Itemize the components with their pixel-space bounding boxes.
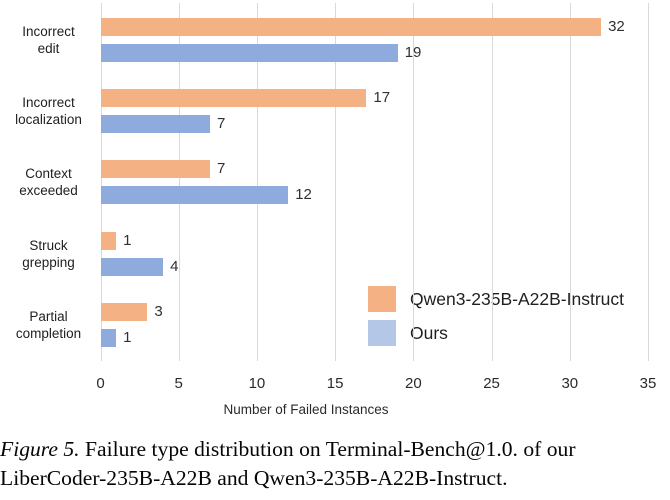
bar-value-ours-0: 19: [404, 43, 422, 61]
gridline-10: [256, 3, 258, 361]
category-label-3: Struck grepping: [22, 237, 75, 270]
category-label-1: Incorrect localization: [15, 94, 82, 127]
x-tick-30: 30: [561, 375, 579, 392]
bar-value-ours-2: 12: [295, 186, 312, 204]
x-tick-25: 25: [483, 375, 500, 392]
legend-label-ours: Ours: [410, 322, 448, 343]
x-tick-15: 15: [326, 375, 344, 392]
gridline-15: [335, 3, 337, 361]
legend-entry-qwen3: Qwen3-235B-A22B-Instruct: [368, 286, 624, 312]
bar-value-ours-1: 7: [217, 114, 226, 132]
bar-value-qwen3-3: 1: [123, 231, 132, 249]
category-label-0: Incorrect edit: [22, 23, 75, 56]
caption-line1: Failure type distribution on Terminal-Be…: [79, 437, 576, 461]
bar-value-qwen3-0: 32: [608, 17, 625, 35]
x-axis-title: Number of Failed Instances: [223, 402, 389, 417]
x-tick-5: 5: [174, 375, 183, 392]
bar-qwen3-4: [100, 303, 148, 322]
x-tick-10: 10: [248, 375, 266, 392]
bar-ours-1: [100, 114, 210, 133]
category-label-2: Context exceeded: [19, 166, 78, 199]
bar-qwen3-3: [100, 231, 117, 250]
legend-swatch-ours: [368, 320, 396, 346]
bar-ours-0: [100, 43, 398, 62]
legend-label-qwen3: Qwen3-235B-A22B-Instruct: [410, 288, 624, 309]
gridline-30: [569, 3, 571, 361]
bar-ours-2: [100, 186, 289, 205]
bar-qwen3-1: [100, 88, 367, 107]
bar-value-qwen3-1: 17: [373, 88, 391, 106]
legend-swatch-qwen3: [368, 286, 396, 312]
bar-value-qwen3-4: 3: [154, 303, 163, 321]
category-label-4: Partial completion: [15, 309, 82, 342]
failure-type-bar-chart: Number of Failed Instances Qwen3-235B-A2…: [15, 3, 657, 417]
bar-value-ours-3: 4: [170, 257, 179, 275]
figure-caption: Figure 5. Failure type distribution on T…: [0, 435, 670, 493]
x-tick-0: 0: [96, 375, 105, 392]
bar-ours-3: [100, 257, 164, 276]
figure-number: Figure 5.: [0, 437, 80, 461]
caption-line2: LiberCoder-235B-A22B and Qwen3-235B-A22B…: [0, 466, 508, 490]
gridline-0: [100, 3, 102, 361]
gridline-20: [413, 3, 415, 361]
chart-legend: Qwen3-235B-A22B-Instruct Ours: [368, 286, 624, 354]
x-tick-35: 35: [639, 375, 657, 392]
gridline-35: [648, 3, 649, 361]
legend-entry-ours: Ours: [368, 320, 624, 346]
gridline-5: [178, 3, 180, 361]
bar-value-qwen3-2: 7: [217, 160, 226, 178]
x-tick-20: 20: [405, 375, 422, 392]
bar-ours-4: [100, 329, 117, 348]
gridline-25: [491, 3, 493, 361]
bar-qwen3-2: [100, 160, 210, 179]
bar-qwen3-0: [100, 17, 602, 36]
bar-value-ours-4: 1: [123, 329, 132, 347]
